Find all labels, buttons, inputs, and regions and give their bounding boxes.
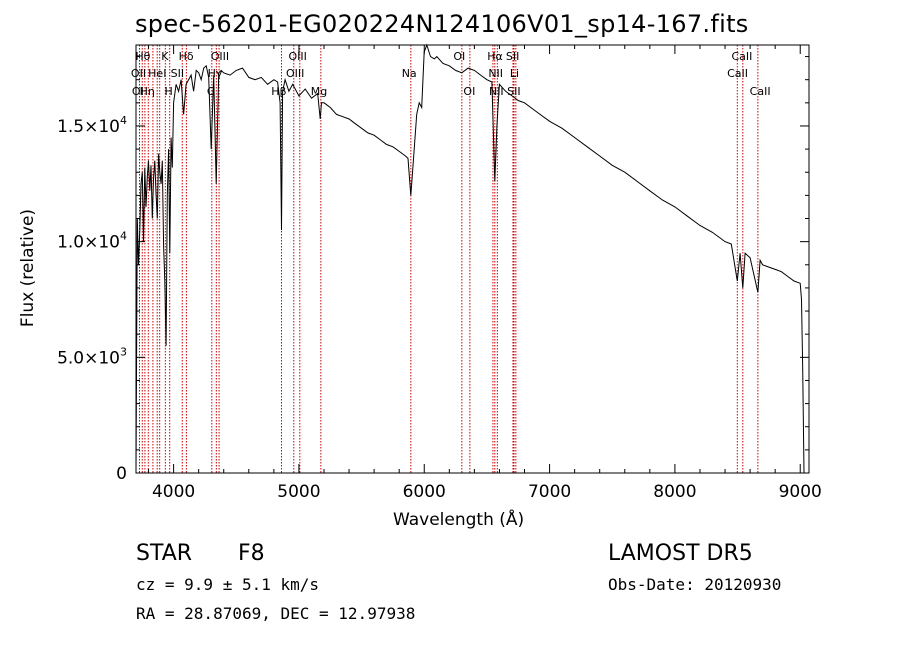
line-label-21: G xyxy=(207,85,216,98)
line-label-15: NII xyxy=(488,67,503,80)
x-tick-label-0: 4000 xyxy=(152,482,195,502)
line-label-19: Hη xyxy=(140,85,155,98)
line-label-7: SII xyxy=(506,50,519,63)
y-axis: 0 5.0×103 1.0×104 1.5×104 xyxy=(57,56,809,484)
x-tick-label-4: 8000 xyxy=(653,482,696,502)
y-tick-label-3: 1.5×104 xyxy=(57,114,127,137)
plot-frame xyxy=(135,44,810,474)
line-label-27: CaII xyxy=(750,85,771,98)
x-axis-label: Wavelength (Å) xyxy=(393,510,525,530)
line-label-0: Hθ xyxy=(135,50,150,63)
line-markers xyxy=(139,45,759,473)
line-label-23: Mg xyxy=(311,85,327,98)
line-label-16: Li xyxy=(510,67,519,80)
line-label-14: Na xyxy=(402,67,417,80)
obs-date-text: Obs-Date: 20120930 xyxy=(608,575,782,594)
line-label-11: SII xyxy=(171,67,184,80)
subclass-label: F8 xyxy=(238,541,265,566)
y-tick-label-1: 5.0×103 xyxy=(57,345,127,368)
line-label-3: OIII xyxy=(211,50,229,63)
line-label-2: Hδ xyxy=(179,50,194,63)
redshift-text: cz = 9.9 ± 5.1 km/s xyxy=(136,575,320,594)
x-tick-label-3: 7000 xyxy=(528,482,571,502)
line-label-6: Hα xyxy=(487,50,503,63)
line-label-1: K xyxy=(161,50,169,63)
spectrum-line xyxy=(135,43,805,474)
y-axis-label: Flux (relative) xyxy=(18,208,38,328)
line-label-10: HeI xyxy=(148,67,166,80)
x-axis: 4000 5000 6000 7000 8000 9000 xyxy=(148,45,822,502)
x-tick-label-2: 6000 xyxy=(403,482,446,502)
x-tick-label-5: 9000 xyxy=(779,482,822,502)
line-label-26: SII xyxy=(507,85,520,98)
line-label-18: OI xyxy=(132,85,144,98)
line-label-24: OI xyxy=(463,85,475,98)
y-tick-label-0: 0 xyxy=(116,464,127,484)
survey-label: LAMOST DR5 xyxy=(608,541,753,566)
line-label-20: H xyxy=(164,85,172,98)
line-label-13: OIII xyxy=(286,67,304,80)
coordinates-text: RA = 28.87069, DEC = 12.97938 xyxy=(136,604,416,623)
chart-title: spec-56201-EG020224N124106V01_sp14-167.f… xyxy=(135,10,749,38)
line-label-12: Hγ xyxy=(208,67,223,80)
class-label: STAR xyxy=(136,541,193,566)
y-tick-label-2: 1.0×104 xyxy=(57,230,127,253)
line-label-17: CaII xyxy=(727,67,748,80)
line-label-8: CaII xyxy=(731,50,752,63)
line-label-4: OIII xyxy=(288,50,306,63)
line-label-5: OI xyxy=(453,50,465,63)
x-tick-label-1: 5000 xyxy=(277,482,320,502)
line-label-9: OII xyxy=(131,67,146,80)
